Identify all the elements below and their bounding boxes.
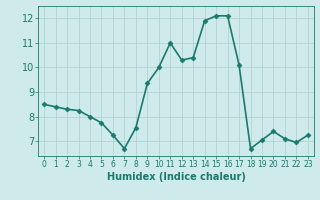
X-axis label: Humidex (Indice chaleur): Humidex (Indice chaleur) (107, 172, 245, 182)
